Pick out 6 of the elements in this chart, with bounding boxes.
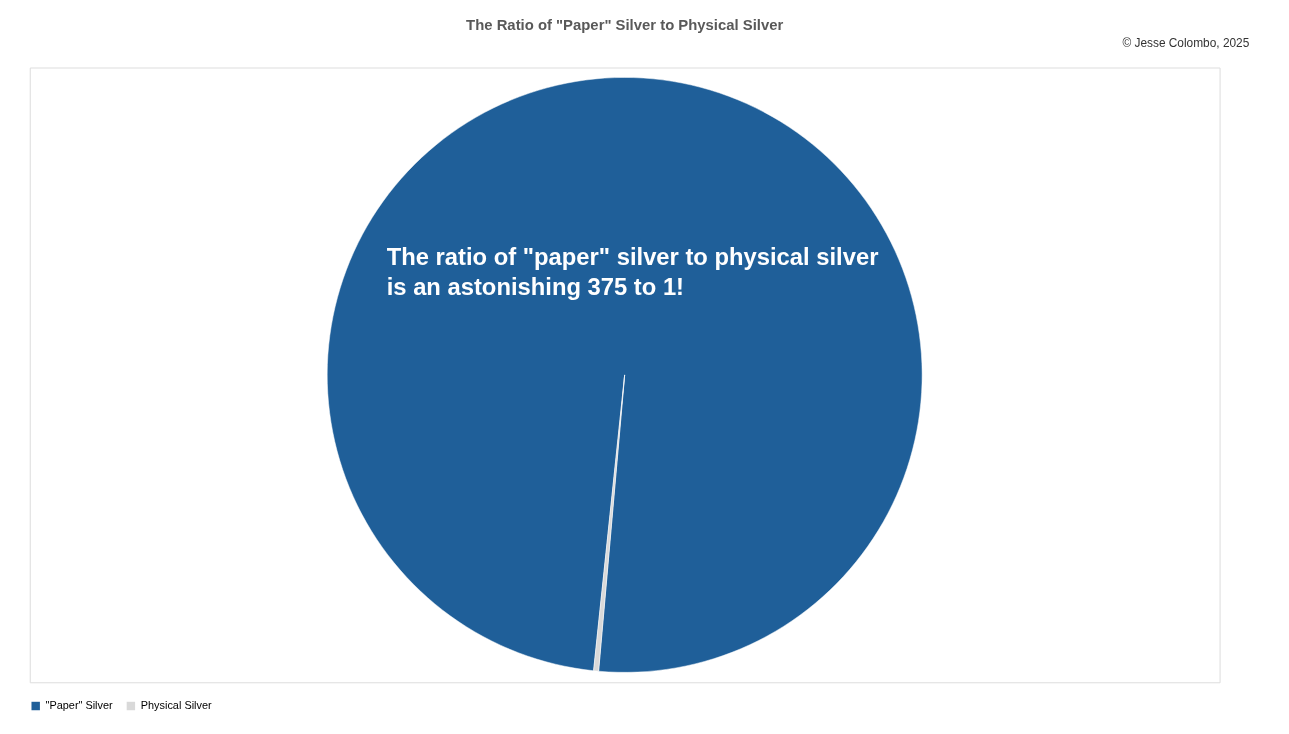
pie-slice bbox=[327, 77, 923, 673]
text: The ratio of "paper" silver to physical silver is an astonishing 375 to 1! bbox=[386, 242, 879, 300]
legend-label: "Paper" Silver bbox=[45, 699, 114, 712]
legend-label: Physical Silver bbox=[140, 699, 212, 712]
chart-title: The Ratio of "Paper" Silver to Physical Silver bbox=[466, 16, 784, 33]
text: © Jesse Colombo, 2025 bbox=[1122, 35, 1250, 50]
